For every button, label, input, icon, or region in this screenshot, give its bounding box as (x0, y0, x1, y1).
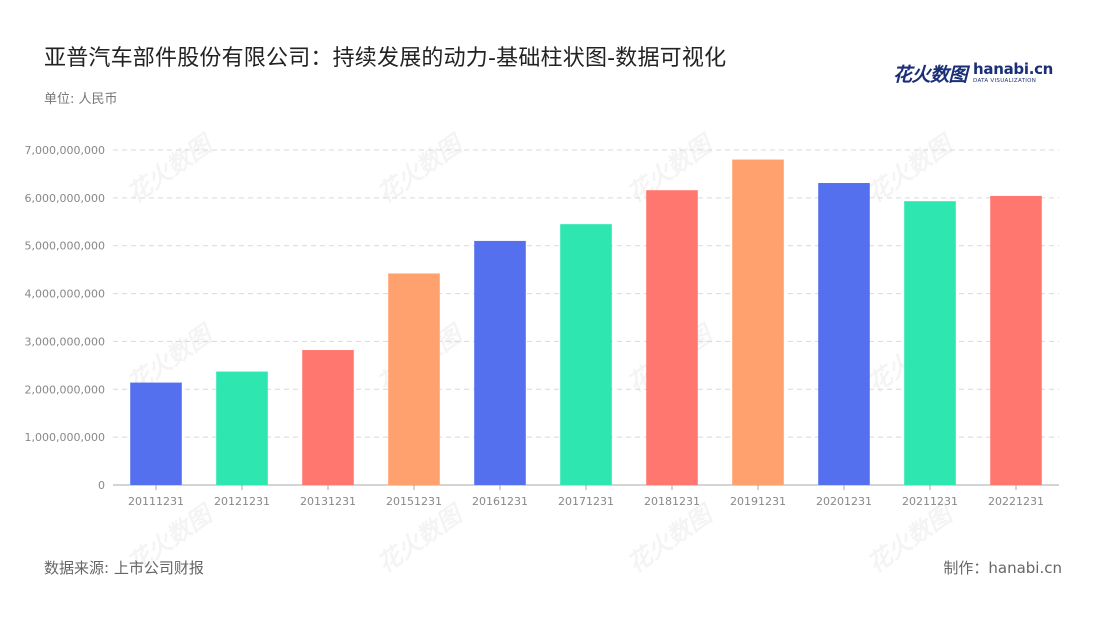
x-tick-label: 20221231 (988, 495, 1044, 508)
y-tick-label: 0 (98, 479, 105, 492)
unit-label: 单位: 人民币 (44, 92, 118, 107)
y-tick-label: 3,000,000,000 (25, 335, 105, 348)
bar (216, 371, 268, 485)
y-tick-label: 6,000,000,000 (25, 192, 105, 205)
chart-title: 亚普汽车部件股份有限公司：持续发展的动力-基础柱状图-数据可视化 (44, 46, 727, 71)
y-tick-label: 4,000,000,000 (25, 288, 105, 301)
bar (130, 382, 182, 485)
x-tick-label: 20161231 (472, 495, 528, 508)
x-tick-label: 20171231 (558, 495, 614, 508)
y-tick-label: 2,000,000,000 (25, 383, 105, 396)
bar (990, 195, 1042, 485)
x-tick-label: 20211231 (902, 495, 958, 508)
bar (646, 190, 698, 485)
logo-en-block: hanabi.cn DATA VISUALIZATION (973, 59, 1054, 85)
bar (732, 159, 784, 486)
brand-logo[interactable]: 花火数图 hanabi.cn DATA VISUALIZATION (893, 60, 1053, 86)
y-tick-label: 5,000,000,000 (25, 240, 105, 253)
x-tick-label: 20191231 (730, 495, 786, 508)
y-tick-label: 7,000,000,000 (25, 144, 105, 157)
x-tick-label: 20111231 (128, 495, 184, 508)
logo-en-text: hanabi.cn (973, 59, 1054, 78)
bar (560, 224, 612, 485)
bar (388, 273, 440, 485)
logo-en-subtext: DATA VISUALIZATION (973, 77, 1037, 84)
x-tick-label: 20181231 (644, 495, 700, 508)
x-tick-label: 20201231 (816, 495, 872, 508)
logo-cn-text: 花火数图 (893, 63, 968, 86)
bar (302, 350, 354, 485)
y-tick-label: 1,000,000,000 (25, 431, 105, 444)
data-source-label: 数据来源: 上市公司财报 (44, 559, 204, 577)
bar (474, 240, 526, 485)
credit-label: 制作：hanabi.cn (943, 559, 1062, 577)
x-tick-label: 20121231 (214, 495, 270, 508)
x-tick-label: 20151231 (386, 495, 442, 508)
bar (904, 201, 956, 485)
x-tick-label: 20131231 (300, 495, 356, 508)
bar (818, 183, 870, 485)
